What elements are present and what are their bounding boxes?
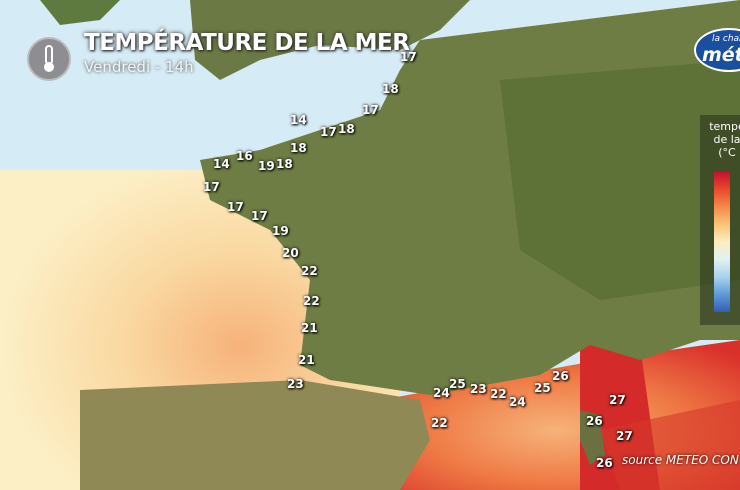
temperature-label: 21 [301,321,318,335]
subtitle: Vendredi - 14h [84,58,194,76]
temperature-label: 19 [258,159,275,173]
temperature-label: 17 [227,200,244,214]
temperature-label: 26 [586,414,603,428]
temperature-label: 17 [203,180,220,194]
temperature-label: 25 [449,377,466,391]
temperature-label: 16 [236,149,253,163]
page-title: TEMPÉRATURE DE LA MER [84,30,410,56]
temperature-label: 25 [534,381,551,395]
temperature-label: 18 [290,141,307,155]
temperature-label: 23 [470,382,487,396]
temperature-label: 22 [490,387,507,401]
temperature-label: 22 [301,264,318,278]
temperature-label: 17 [251,209,268,223]
temperature-label: 26 [596,456,613,470]
temperature-label: 18 [276,157,293,171]
temperature-label: 27 [609,393,626,407]
temperature-label: 17 [400,50,417,64]
temperature-label: 24 [509,395,526,409]
temperature-label: 19 [272,224,289,238]
thermometer-icon [27,37,71,81]
temperature-label: 23 [287,377,304,391]
temperature-label: 24 [433,386,450,400]
temperature-label: 22 [431,416,448,430]
legend-color-bar [714,172,730,312]
source-text: source METEO CON [622,453,739,467]
temperature-label: 17 [362,103,379,117]
temperature-label: 18 [338,122,355,136]
temperature-label: 20 [282,246,299,260]
temperature-label: 18 [382,82,399,96]
legend-title: tempé de la (°C [709,120,740,159]
temperature-label: 21 [298,353,315,367]
temperature-label: 26 [552,369,569,383]
temperature-label: 27 [616,429,633,443]
temperature-label: 22 [303,294,320,308]
temperature-label: 14 [213,157,230,171]
temperature-label: 17 [320,125,337,139]
temperature-label: 14 [290,113,307,127]
